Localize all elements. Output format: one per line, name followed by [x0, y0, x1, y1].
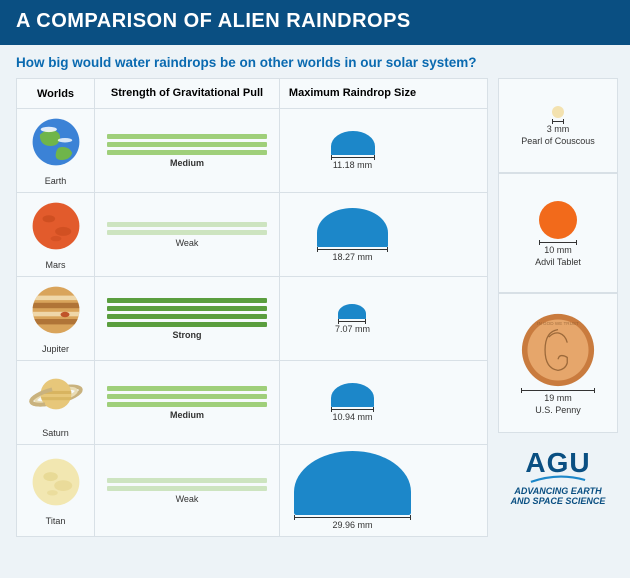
penny-icon: IN GOD WE TRUST	[521, 313, 595, 387]
reference-item: 3 mm Pearl of Couscous	[498, 78, 618, 173]
content-area: Worlds Strength of Gravitational Pull Ma…	[0, 78, 630, 547]
gravity-bars	[107, 222, 267, 235]
raindrop-size-label: 7.07 mm	[335, 324, 370, 334]
planet-label: Mars	[46, 260, 66, 270]
gravity-label: Weak	[176, 494, 199, 504]
agu-logo: AGU ADVANCING EARTHAND SPACE SCIENCE	[498, 441, 618, 507]
table-row: Saturn Medium 10.94 mm	[17, 361, 487, 445]
reference-panel: 3 mm Pearl of Couscous 10 mm Advil Table…	[498, 78, 618, 537]
reference-circle-icon	[552, 106, 564, 118]
raindrop-size-label: 29.96 mm	[332, 520, 372, 530]
raindrop-icon	[338, 304, 366, 319]
world-cell: Jupiter	[17, 277, 95, 360]
col-header-gravity: Strength of Gravitational Pull	[95, 79, 280, 108]
planet-label: Saturn	[42, 428, 69, 438]
table-header-row: Worlds Strength of Gravitational Pull Ma…	[17, 79, 487, 109]
gravity-label: Weak	[176, 238, 199, 248]
col-header-dropsize: Maximum Raindrop Size	[280, 79, 425, 108]
header-bar: A COMPARISON OF ALIEN RAINDROPS	[0, 0, 630, 45]
planet-icon	[29, 199, 83, 258]
table-row: Titan Weak 29.96 mm	[17, 445, 487, 536]
raindrop-icon	[331, 131, 375, 155]
raindrop-icon	[331, 383, 374, 407]
gravity-bars	[107, 298, 267, 327]
planet-label: Earth	[45, 176, 67, 186]
reference-name: Advil Tablet	[535, 257, 581, 267]
gravity-bars	[107, 386, 267, 407]
raindrop-cell: 7.07 mm	[280, 277, 425, 360]
planet-icon	[29, 455, 83, 514]
raindrop-cell: 29.96 mm	[280, 445, 425, 536]
logo-tagline: ADVANCING EARTHAND SPACE SCIENCE	[511, 486, 606, 507]
gravity-cell: Weak	[95, 445, 280, 536]
logo-text: AGU	[525, 447, 590, 479]
planet-icon	[29, 367, 83, 426]
planet-label: Titan	[46, 516, 66, 526]
raindrop-size-label: 11.18 mm	[333, 160, 372, 170]
world-cell: Saturn	[17, 361, 95, 444]
reference-size-label: 10 mm	[544, 245, 572, 255]
gravity-label: Medium	[170, 410, 204, 420]
planet-icon	[29, 283, 83, 342]
raindrop-size-label: 10.94 mm	[332, 412, 372, 422]
planet-icon	[29, 115, 83, 174]
reference-item: 10 mm Advil Tablet	[498, 173, 618, 293]
raindrop-size-label: 18.27 mm	[332, 252, 372, 262]
reference-name: U.S. Penny	[535, 405, 581, 415]
reference-name: Pearl of Couscous	[521, 136, 595, 146]
reference-circle-icon	[539, 201, 577, 239]
table-row: Jupiter Strong 7.07 mm	[17, 277, 487, 361]
page-title: A COMPARISON OF ALIEN RAINDROPS	[16, 10, 411, 32]
raindrop-cell: 18.27 mm	[280, 193, 425, 276]
world-cell: Mars	[17, 193, 95, 276]
svg-text:IN GOD WE TRUST: IN GOD WE TRUST	[537, 321, 579, 326]
world-cell: Titan	[17, 445, 95, 536]
raindrop-icon	[294, 451, 411, 515]
table-row: Mars Weak 18.27 mm	[17, 193, 487, 277]
subtitle: How big would water raindrops be on othe…	[0, 45, 630, 78]
raindrop-cell: 11.18 mm	[280, 109, 425, 192]
raindrop-icon	[317, 208, 388, 247]
gravity-cell: Strong	[95, 277, 280, 360]
col-header-worlds: Worlds	[17, 79, 95, 108]
gravity-bars	[107, 478, 267, 491]
gravity-cell: Medium	[95, 361, 280, 444]
table-row: Earth Medium 11.18 mm	[17, 109, 487, 193]
gravity-label: Strong	[173, 330, 202, 340]
reference-size-label: 3 mm	[547, 124, 570, 134]
planet-label: Jupiter	[42, 344, 69, 354]
raindrop-cell: 10.94 mm	[280, 361, 425, 444]
reference-size-label: 19 mm	[544, 393, 572, 403]
gravity-cell: Medium	[95, 109, 280, 192]
world-cell: Earth	[17, 109, 95, 192]
gravity-cell: Weak	[95, 193, 280, 276]
reference-item: IN GOD WE TRUST 19 mm U.S. Penny	[498, 293, 618, 433]
comparison-table: Worlds Strength of Gravitational Pull Ma…	[16, 78, 488, 537]
gravity-bars	[107, 134, 267, 155]
gravity-label: Medium	[170, 158, 204, 168]
